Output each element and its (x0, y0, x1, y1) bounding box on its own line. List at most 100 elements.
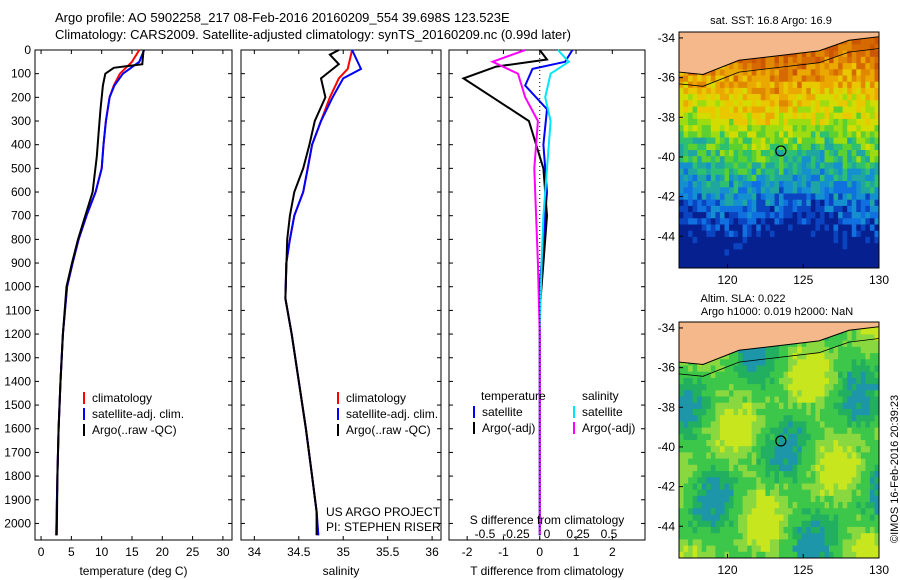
sst-map-lat-label: -34 (658, 31, 676, 45)
sst-map-lon-label: 120 (717, 273, 737, 287)
sla-map-isobath (678, 338, 880, 377)
project-annotation: US ARGO PROJECT (326, 505, 441, 519)
salinity-profile-xtick-label: 36 (425, 545, 439, 559)
difference-profile-xtick-label: -1 (498, 545, 509, 559)
sla-map-subtitle: Argo h1000: 0.019 h2000: NaN (701, 306, 853, 318)
difference-xlabel: T difference from climatology (470, 564, 624, 578)
series-line-salinity-argo-adj- (489, 49, 541, 536)
salinity-profile-xtick-label: 35 (337, 545, 351, 559)
depth-tick-label: 1100 (5, 303, 31, 317)
depth-tick-label: 600 (11, 185, 31, 199)
temperature-profile-xtick-label: 15 (125, 545, 139, 559)
series-line-temperature-satellite (524, 49, 574, 536)
series-line-climatology (55, 49, 141, 536)
difference-top-tick-label: -0.25 (502, 527, 530, 541)
sla-map-lat-label: -34 (658, 321, 676, 335)
salinity-legend-label: Argo(..raw -QC) (346, 423, 431, 437)
sla-map-lat-label: -38 (658, 400, 676, 414)
depth-tick-label: 1200 (4, 327, 31, 341)
temperature-profile-xtick-label: 0 (38, 545, 45, 559)
depth-tick-label: 1000 (4, 280, 31, 294)
sla-map-lat-label: -40 (658, 440, 676, 454)
difference-profile-xtick-label: -2 (462, 545, 473, 559)
depth-tick-label: 2000 (4, 516, 31, 530)
difference-top-tick-label: 0.25 (566, 527, 590, 541)
salinity-legend-label: satellite-adj. clim. (346, 407, 438, 421)
salinity-profile-frame (240, 49, 442, 541)
sla-map-argo-marker (775, 435, 787, 447)
depth-tick-label: 1700 (4, 445, 31, 459)
series-line-temperature-argo-adj- (461, 49, 549, 536)
temperature-profile-xtick-label: 10 (95, 545, 109, 559)
salinity-profile-xtick-label: 34 (248, 545, 262, 559)
difference-top-tick-label: -0.5 (475, 527, 496, 541)
depth-tick-label: 1800 (4, 469, 31, 483)
depth-tick-label: 300 (11, 114, 31, 128)
temperature-diff-legend-label: satellite (482, 405, 523, 419)
sla-map-lat-label: -44 (658, 519, 676, 533)
figure-title-line2: Climatology: CARS2009. Satellite-adjuste… (55, 27, 571, 42)
temperature-profile-xtick-label: 20 (156, 545, 170, 559)
difference-profile-xtick-label: 1 (573, 545, 580, 559)
salinity-profile-xtick-label: 35.5 (376, 545, 400, 559)
sla-map-lon-label: 125 (793, 563, 813, 577)
series-line-argo-raw-qc- (55, 49, 145, 536)
sla-map-lat-label: -42 (658, 480, 676, 494)
series-line-satellite-adj-clim- (284, 49, 363, 536)
sla-map-lon-label: 120 (717, 563, 737, 577)
salinity-legend-label: climatology (346, 391, 406, 405)
temperature-profile-xtick-label: 30 (216, 545, 230, 559)
depth-tick-label: 700 (11, 209, 31, 223)
sst-map-lat-label: -42 (658, 190, 676, 204)
temperature-profile-xtick-label: 25 (186, 545, 200, 559)
difference-top-tick-label: 0 (544, 527, 551, 541)
salinity-diff-legend-label: satellite (582, 405, 623, 419)
temperature-profile-frame (34, 49, 233, 541)
series-line-salinity-satellite (538, 49, 571, 536)
temperature-xlabel: temperature (deg C) (79, 564, 187, 578)
sla-map-title: Altim. SLA: 0.022 (701, 293, 786, 305)
sst-map-lat-label: -36 (658, 71, 676, 85)
sst-map-lon-label: 125 (793, 273, 813, 287)
salinity-diff-legend-label: Argo(-adj) (582, 421, 635, 435)
depth-tick-label: 400 (11, 138, 31, 152)
sla-map-heatmap (679, 322, 880, 559)
depth-tick-label: 800 (11, 232, 31, 246)
sst-map-isobath (678, 48, 880, 87)
series-line-argo-raw-qc- (284, 49, 341, 536)
salinity-xlabel: salinity (323, 564, 360, 578)
depth-tick-label: 1600 (4, 422, 31, 436)
sst-map-lat-label: -40 (658, 150, 676, 164)
sla-map-lat-label: -36 (658, 361, 676, 375)
temperature-legend-title: temperature (481, 389, 546, 403)
depth-tick-label: 1300 (4, 351, 31, 365)
depth-tick-label: 1500 (4, 398, 31, 412)
depth-tick-label: 1400 (4, 374, 31, 388)
salinity-profile-xtick-label: 34.5 (287, 545, 311, 559)
pi-annotation: PI: STEPHEN RISER (326, 520, 441, 534)
temperature-profile-xtick-label: 5 (68, 545, 75, 559)
depth-tick-label: 500 (11, 161, 31, 175)
sst-map-title: sat. SST: 16.8 Argo: 16.9 (710, 15, 832, 27)
temperature-legend-label: satellite-adj. clim. (92, 407, 184, 421)
temperature-legend-label: Argo(..raw -QC) (92, 423, 177, 437)
difference-top-tick-label: 0.5 (601, 527, 618, 541)
difference-profile-xtick-label: 2 (609, 545, 616, 559)
sla-map-frame (678, 321, 880, 559)
sst-map-argo-marker (775, 145, 787, 157)
temperature-legend-label: climatology (92, 391, 152, 405)
figure-title-line1: Argo profile: AO 5902258_217 08-Feb-2016… (55, 10, 510, 25)
series-line-climatology (284, 49, 354, 536)
temperature-diff-legend-label: Argo(-adj) (482, 421, 535, 435)
sst-map-lon-label: 130 (869, 273, 889, 287)
sst-map-lat-label: -44 (658, 229, 676, 243)
sst-map-lat-label: -38 (658, 110, 676, 124)
difference-xlabel-top: S difference from climatology (470, 513, 625, 527)
depth-tick-label: 1900 (4, 493, 31, 507)
difference-profile-frame (448, 49, 646, 541)
credit-label: ©IMOS 16-Feb-2016 20:39:23 (889, 394, 900, 543)
salinity-legend-title: salinity (582, 389, 619, 403)
sla-map-lon-label: 130 (869, 563, 889, 577)
depth-tick-label: 900 (11, 256, 31, 270)
